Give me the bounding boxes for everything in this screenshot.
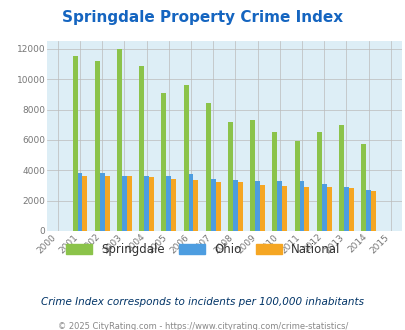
Bar bbox=[360, 145, 365, 231]
Bar bbox=[215, 182, 220, 231]
Bar bbox=[249, 120, 255, 231]
Bar bbox=[365, 190, 370, 231]
Bar bbox=[72, 56, 77, 231]
Bar bbox=[260, 185, 264, 231]
Bar bbox=[348, 188, 353, 231]
Bar bbox=[139, 66, 144, 231]
Bar bbox=[237, 182, 242, 231]
Bar bbox=[188, 174, 193, 231]
Bar bbox=[77, 173, 82, 231]
Bar bbox=[281, 186, 286, 231]
Bar bbox=[171, 179, 176, 231]
Bar bbox=[126, 176, 131, 231]
Bar bbox=[210, 179, 215, 231]
Bar bbox=[272, 132, 277, 231]
Text: Crime Index corresponds to incidents per 100,000 inhabitants: Crime Index corresponds to incidents per… bbox=[41, 297, 364, 307]
Bar bbox=[321, 184, 326, 231]
Bar bbox=[149, 177, 153, 231]
Bar bbox=[316, 132, 321, 231]
Bar bbox=[166, 176, 171, 231]
Bar bbox=[304, 187, 309, 231]
Bar bbox=[95, 61, 100, 231]
Bar bbox=[104, 176, 109, 231]
Bar bbox=[205, 104, 210, 231]
Bar bbox=[161, 93, 166, 231]
Bar bbox=[183, 85, 188, 231]
Bar bbox=[343, 187, 348, 231]
Bar bbox=[193, 180, 198, 231]
Text: Springdale Property Crime Index: Springdale Property Crime Index bbox=[62, 10, 343, 25]
Bar bbox=[255, 181, 260, 231]
Bar bbox=[122, 176, 126, 231]
Bar bbox=[294, 142, 299, 231]
Bar bbox=[370, 191, 375, 231]
Bar bbox=[277, 181, 281, 231]
Bar bbox=[338, 125, 343, 231]
Bar bbox=[299, 181, 304, 231]
Bar bbox=[228, 122, 232, 231]
Legend: Springdale, Ohio, National: Springdale, Ohio, National bbox=[62, 240, 343, 260]
Text: © 2025 CityRating.com - https://www.cityrating.com/crime-statistics/: © 2025 CityRating.com - https://www.city… bbox=[58, 322, 347, 330]
Bar bbox=[82, 176, 87, 231]
Bar bbox=[326, 187, 331, 231]
Bar bbox=[144, 176, 149, 231]
Bar bbox=[100, 173, 104, 231]
Bar bbox=[232, 180, 237, 231]
Bar bbox=[117, 49, 121, 231]
